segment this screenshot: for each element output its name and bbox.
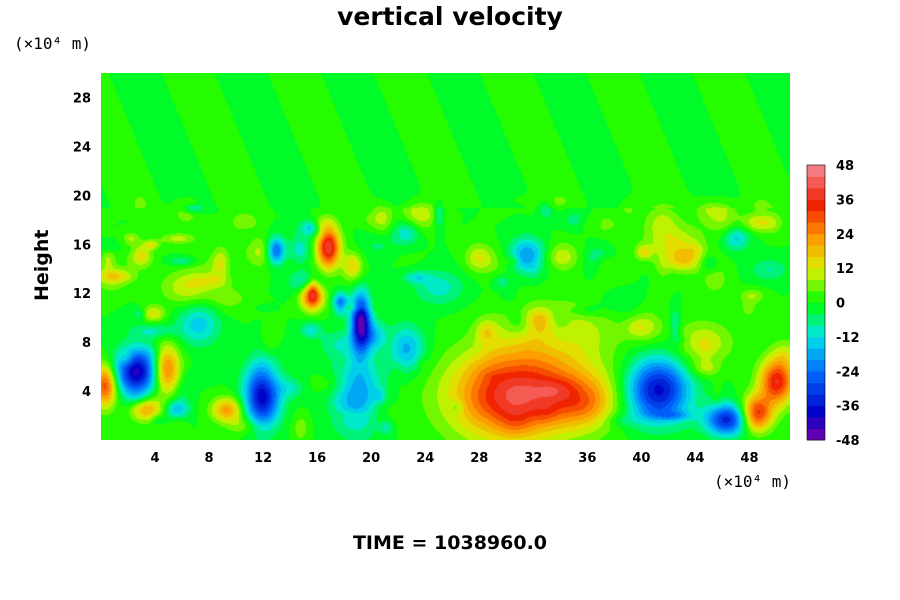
y-tick-label: 20 [73,189,91,204]
colorbar-segment [807,302,825,315]
colorbar-segment [807,382,825,395]
x-tick-label: 12 [254,451,272,466]
colorbar-segment [807,336,825,349]
x-axis-ticks: 4 8 12 16 20 24 28 32 36 40 44 48 [151,451,759,466]
x-tick-label: 4 [151,451,160,466]
colorbar-tick-label: -48 [836,434,860,449]
colorbar-segment [807,371,825,384]
x-tick-label: 8 [205,451,214,466]
time-readout: TIME = 1038960.0 [352,532,548,554]
colorbar-segment [807,210,825,223]
colorbar-segment [807,245,825,258]
colorbar-segment [807,222,825,235]
colorbar-segment [807,187,825,200]
y-tick-label: 28 [73,91,91,106]
colorbar-tick-label: -12 [836,331,860,346]
y-tick-label: 8 [82,336,91,351]
chart-title: vertical velocity [337,2,563,31]
x-axis-unit: (×10⁴ m) [714,472,792,491]
y-tick-label: 24 [73,140,91,155]
colorbar-tick-label: 24 [836,228,854,243]
colorbar-segment [807,405,825,418]
colorbar-segment [807,428,825,441]
y-tick-label: 12 [73,287,91,302]
colorbar-segment [807,325,825,338]
colorbar-segment [807,348,825,361]
x-tick-label: 44 [686,451,704,466]
colorbar-tick-label: -36 [836,400,860,415]
colorbar-tick-label: -24 [836,365,860,380]
colorbar-segment [807,176,825,189]
y-tick-label: 4 [82,385,91,400]
velocity-field [101,73,790,440]
x-tick-label: 24 [416,451,434,466]
colorbar-tick-label: 48 [836,159,854,174]
colorbar-tick-label: 36 [836,193,854,208]
colorbar-segment [807,417,825,429]
x-tick-label: 36 [578,451,596,466]
colorbar-segment [807,279,825,292]
colorbar-ticks: 48 36 24 12 0 -12 -24 -36 -48 [836,159,860,449]
x-tick-label: 32 [524,451,542,466]
x-tick-label: 48 [740,451,758,466]
colorbar [806,164,826,441]
x-tick-label: 20 [362,451,380,466]
colorbar-segment [807,199,825,212]
colorbar-segment [807,394,825,407]
y-axis-ticks: 4 8 12 16 20 24 28 [73,91,91,400]
colorbar-border [806,164,826,441]
colorbar-segment [807,359,825,372]
colorbar-segment [807,165,825,177]
colorbar-segment [807,233,825,246]
y-axis-unit: (×10⁴ m) [14,34,92,53]
colorbar-segment [807,313,825,326]
colorbar-tick-label: 12 [836,262,854,277]
x-tick-label: 16 [308,451,326,466]
y-tick-label: 16 [73,238,91,253]
colorbar-segment [807,256,825,269]
x-tick-label: 40 [632,451,650,466]
x-tick-label: 28 [470,451,488,466]
colorbar-segment [807,291,825,303]
colorbar-tick-label: 0 [836,297,845,312]
colorbar-segment [807,268,825,280]
